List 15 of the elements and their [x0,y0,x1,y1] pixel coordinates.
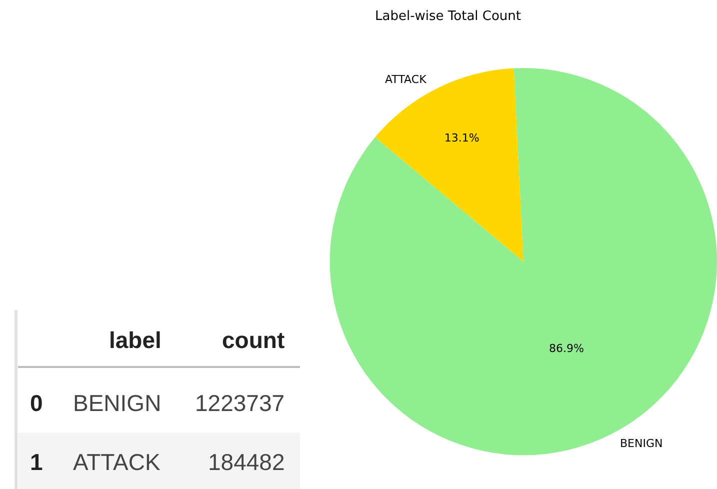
text: count [222,327,285,353]
pie-slice [375,68,524,262]
text: label [109,327,162,353]
text: 1223737 [195,390,285,416]
text: 0 [30,390,43,416]
text: 184482 [208,449,285,475]
text: 1 [30,449,43,475]
pie-slice [330,68,717,456]
data-label: 86.9% [549,342,584,355]
chart-title: Label-wise Total Count [375,9,522,24]
data-label: 13.1% [444,131,480,144]
slice-label: BENIGN [620,437,663,450]
slice-label: ATTACK [385,73,428,86]
text: ATTACK [73,449,161,475]
text: BENIGN [73,390,162,416]
